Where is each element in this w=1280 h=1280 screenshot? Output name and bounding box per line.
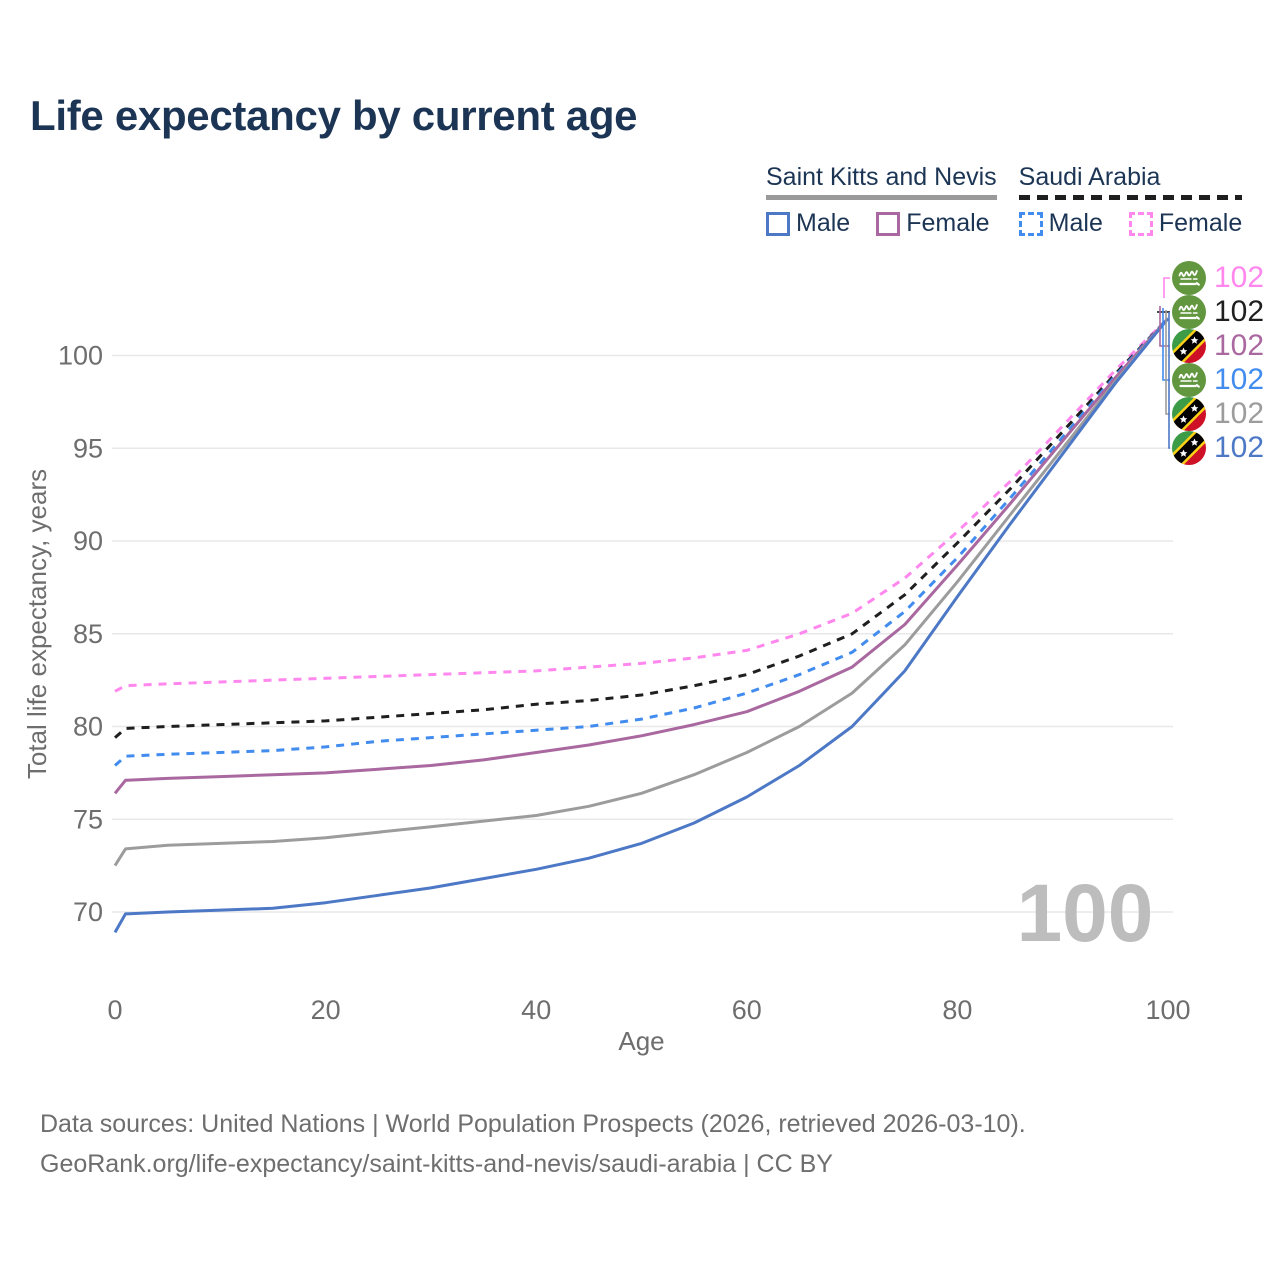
x-tick-label: 60 [732,995,762,1025]
legend-country-label: Saint Kitts and Nevis [766,163,997,191]
legend-item-label: Female [1158,209,1243,237]
end-label-row-skn-male: 102 [1172,431,1264,465]
legend-country-underline-solid [766,195,997,200]
saint-kitts-and-nevis-flag-icon [1172,397,1206,431]
legend-group-saudi-arabia: Saudi Arabia Male Female [1018,163,1243,238]
legend-item-label: Male [796,209,851,237]
end-label-value: 102 [1214,363,1265,396]
end-label-row-skn-total: 102 [1172,397,1264,431]
legend-swatch-solid [766,211,790,236]
end-label-row-sa-female: 102 [1172,261,1264,295]
legend-item-label: Male [1048,209,1103,237]
legend-swatch-dashed [1018,211,1043,236]
end-label-value: 102 [1214,261,1265,294]
x-tick-label: 40 [521,995,551,1025]
leader-line-sa-female [1163,277,1170,298]
x-axis-title: Age [618,1026,664,1056]
x-tick-label: 0 [107,995,122,1025]
legend-items: Male Female [1018,209,1243,238]
x-tick-label: 100 [1145,995,1190,1025]
x-tick-label: 80 [942,995,972,1025]
x-tick-label: 20 [311,995,341,1025]
legend-item-female[interactable]: Female [876,209,990,238]
y-tick-label: 100 [58,341,103,371]
y-tick-label: 75 [73,804,103,834]
series-line-sa-male [114,317,1170,767]
legend-swatch-solid [876,211,901,236]
series-line-skn-total [113,317,1170,867]
series-line-skn-female [113,317,1170,795]
legend: Saint Kitts and Nevis Male Female Saudi Ara… [766,163,1243,238]
y-tick-label: 70 [73,897,103,927]
page-title: Life expectancy by current age [30,92,638,139]
y-axis-title: Total life expectancy, years [22,469,52,779]
legend-group-saint-kitts-and-nevis: Saint Kitts and Nevis Male Female [766,163,997,238]
saudi-arabia-flag-icon [1172,261,1206,295]
legend-country-label: Saudi Arabia [1018,163,1161,191]
end-label-row-sa-male: 102 [1172,363,1264,397]
legend-items: Male Female [766,209,997,238]
end-label-value: 102 [1214,295,1265,328]
y-tick-label: 85 [73,619,103,649]
saudi-arabia-flag-icon [1172,363,1206,397]
leader-line-sa-male [1162,308,1170,381]
footer: Data sources: United Nations | World Pop… [40,1104,1026,1184]
age-watermark: 100 [1017,868,1154,959]
end-label-value: 102 [1214,329,1265,362]
end-label-row-skn-female: 102 [1172,329,1264,363]
end-label-row-sa-total: 102 [1172,295,1264,329]
legend-country-underline-dashed [1018,195,1243,200]
legend-item-male[interactable]: Male [766,209,850,238]
series-line-sa-total [114,317,1170,739]
series-line-sa-female [114,317,1170,693]
saudi-arabia-flag-icon [1172,295,1206,329]
legend-swatch-dashed [1128,211,1153,236]
y-tick-label: 90 [73,526,103,556]
legend-item-label: Female [906,209,990,237]
attribution-line: GeoRank.org/life-expectancy/saint-kitts-… [40,1150,833,1178]
end-label-value: 102 [1214,431,1265,464]
leader-line-skn-male [1168,312,1170,449]
end-label-value: 102 [1214,397,1265,430]
y-tick-label: 95 [73,433,103,463]
saint-kitts-and-nevis-flag-icon [1172,431,1206,465]
legend-item-female[interactable]: Female [1128,209,1243,238]
saint-kitts-and-nevis-flag-icon [1172,329,1206,363]
legend-item-male[interactable]: Male [1018,209,1103,238]
y-tick-label: 80 [73,712,103,742]
series-line-skn-male [113,317,1170,934]
data-sources-line: Data sources: United Nations | World Pop… [40,1110,1026,1138]
